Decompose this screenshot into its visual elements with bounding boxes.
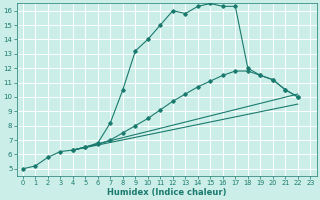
X-axis label: Humidex (Indice chaleur): Humidex (Indice chaleur)	[107, 188, 226, 197]
